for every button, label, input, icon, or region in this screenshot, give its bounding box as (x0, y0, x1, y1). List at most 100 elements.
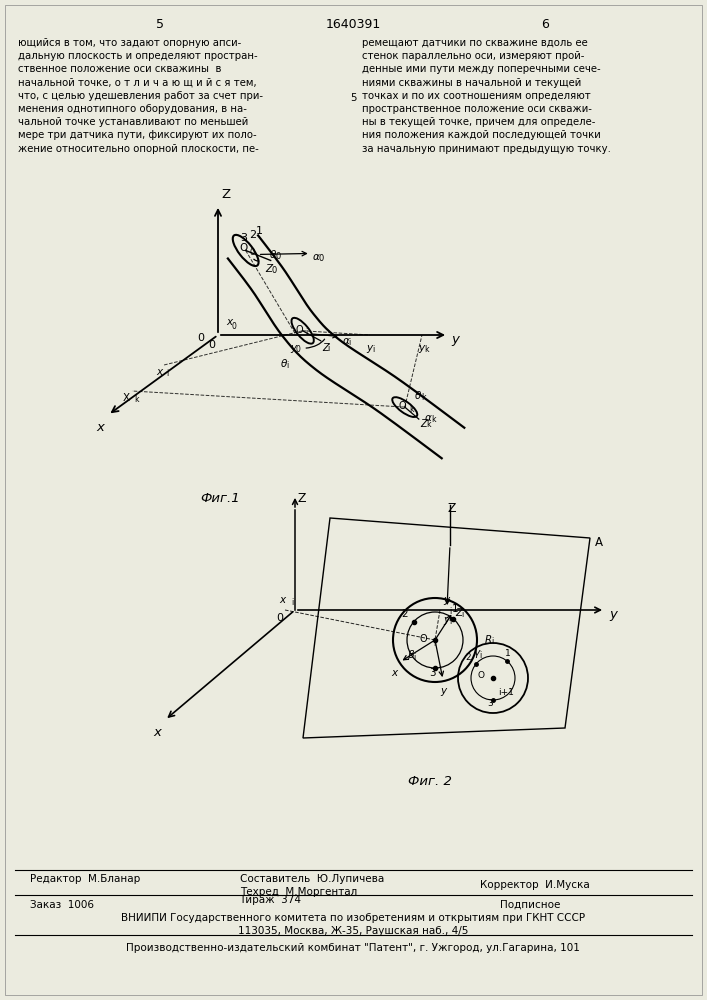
Text: Заказ  1006: Заказ 1006 (30, 900, 94, 910)
Text: i: i (305, 328, 308, 337)
Text: θ: θ (415, 391, 421, 401)
Text: θ: θ (269, 250, 276, 260)
Text: i: i (349, 338, 351, 347)
Text: 3: 3 (487, 698, 493, 708)
Text: 1640391: 1640391 (325, 18, 380, 31)
Text: 1: 1 (452, 604, 458, 614)
Text: Техред  М.Моргентал: Техред М.Моргентал (240, 887, 357, 897)
Text: x: x (279, 595, 285, 605)
Text: 1: 1 (505, 649, 511, 658)
Text: ющийся в том, что задают опорную апси-: ющийся в том, что задают опорную апси- (18, 38, 241, 48)
Text: 0: 0 (296, 345, 301, 354)
Text: O: O (419, 634, 427, 644)
Text: O: O (240, 243, 247, 253)
Text: i: i (449, 607, 451, 616)
Text: 0: 0 (276, 252, 281, 261)
Text: точках и по их соотношениям определяют: точках и по их соотношениям определяют (362, 91, 591, 101)
Text: Z: Z (221, 188, 230, 201)
Text: ремещают датчики по скважине вдоль ее: ремещают датчики по скважине вдоль ее (362, 38, 588, 48)
Text: O: O (478, 672, 485, 680)
Text: 0: 0 (319, 254, 324, 263)
Text: y: y (366, 343, 372, 353)
Text: X: X (123, 393, 130, 403)
Text: Z: Z (322, 343, 329, 353)
Text: k: k (134, 395, 139, 404)
Text: 1: 1 (256, 226, 263, 236)
Text: 3: 3 (428, 668, 436, 678)
Text: k: k (421, 393, 426, 402)
Text: Составитель  Ю.Лупичева: Составитель Ю.Лупичева (240, 874, 384, 884)
Text: 0: 0 (271, 266, 277, 275)
Text: x: x (391, 668, 397, 678)
Text: i: i (166, 369, 168, 378)
Text: 5: 5 (156, 18, 164, 31)
Text: ниями скважины в начальной и текущей: ниями скважины в начальной и текущей (362, 78, 581, 88)
Text: 0: 0 (276, 613, 283, 623)
Text: α: α (312, 252, 320, 262)
Text: k: k (409, 405, 414, 414)
Text: k: k (424, 345, 428, 354)
Text: Z: Z (298, 492, 307, 505)
Text: β: β (407, 650, 414, 660)
Text: y: y (440, 686, 446, 696)
Text: ния положения каждой последующей точки: ния положения каждой последующей точки (362, 130, 601, 140)
Text: начальной точке, о т л и ч а ю щ и й с я тем,: начальной точке, о т л и ч а ю щ и й с я… (18, 78, 257, 88)
Text: O: O (399, 401, 407, 411)
Text: y: y (418, 343, 424, 353)
Text: что, с целью удешевления работ за счет при-: что, с целью удешевления работ за счет п… (18, 91, 263, 101)
Text: менения однотипного оборудования, в на-: менения однотипного оборудования, в на- (18, 104, 247, 114)
Text: жение относительно опорной плоскости, пе-: жение относительно опорной плоскости, пе… (18, 144, 259, 154)
Text: i: i (327, 344, 330, 353)
Text: Фиг.1: Фиг.1 (200, 492, 240, 505)
Text: i: i (461, 610, 463, 619)
Text: i: i (491, 637, 493, 646)
Text: 113035, Москва, Ж-35, Раушская наб., 4/5: 113035, Москва, Ж-35, Раушская наб., 4/5 (238, 926, 468, 936)
Text: i: i (413, 653, 415, 662)
Text: y: y (443, 595, 449, 605)
Text: i: i (433, 639, 436, 648)
Text: ственное положение оси скважины  в: ственное положение оси скважины в (18, 64, 221, 74)
Text: i+1: i+1 (498, 688, 514, 697)
Text: x: x (96, 421, 104, 434)
Text: y: y (443, 615, 449, 625)
Text: i: i (449, 617, 451, 626)
Text: Z: Z (447, 502, 455, 515)
Text: дальную плоскость и определяют простран-: дальную плоскость и определяют простран- (18, 51, 257, 61)
Text: x: x (156, 367, 162, 377)
Text: x: x (153, 726, 161, 739)
Text: i: i (291, 598, 293, 607)
Text: за начальную принимают предыдущую точку.: за начальную принимают предыдущую точку. (362, 144, 611, 154)
Text: 0: 0 (232, 322, 237, 331)
Text: A: A (595, 536, 603, 549)
Text: Z: Z (266, 264, 273, 274)
Text: R: R (485, 635, 492, 645)
Text: 0: 0 (197, 333, 204, 343)
Text: i: i (286, 361, 289, 370)
Text: ВНИИПИ Государственного комитета по изобретениям и открытиям при ГКНТ СССР: ВНИИПИ Государственного комитета по изоб… (121, 913, 585, 923)
Text: стенок параллельно оси, измеряют прой-: стенок параллельно оси, измеряют прой- (362, 51, 585, 61)
Text: y: y (451, 333, 459, 346)
Text: i: i (479, 651, 481, 660)
Text: 5: 5 (350, 93, 356, 103)
Text: Подписное: Подписное (500, 900, 561, 910)
Text: 2: 2 (249, 230, 256, 240)
Text: пространственное положение оси скважи-: пространственное положение оси скважи- (362, 104, 592, 114)
Text: Тираж  374: Тираж 374 (239, 895, 301, 905)
Text: y: y (290, 343, 296, 353)
Text: 6: 6 (541, 18, 549, 31)
Text: i: i (372, 345, 374, 354)
Text: 3: 3 (240, 233, 247, 243)
Text: α: α (425, 413, 432, 423)
Text: чальной точке устанавливают по меньшей: чальной точке устанавливают по меньшей (18, 117, 248, 127)
Text: Корректор  И.Муска: Корректор И.Муска (480, 880, 590, 890)
Text: 0: 0 (250, 248, 255, 257)
Text: k: k (426, 420, 431, 429)
Text: 0: 0 (208, 340, 215, 350)
Text: y: y (609, 608, 617, 621)
Text: O: O (296, 325, 303, 335)
Text: Фиг. 2: Фиг. 2 (408, 775, 452, 788)
Text: k: k (431, 415, 436, 424)
Text: θ: θ (281, 359, 287, 369)
Text: x: x (226, 317, 232, 327)
Text: ны в текущей точке, причем для определе-: ны в текущей точке, причем для определе- (362, 117, 595, 127)
